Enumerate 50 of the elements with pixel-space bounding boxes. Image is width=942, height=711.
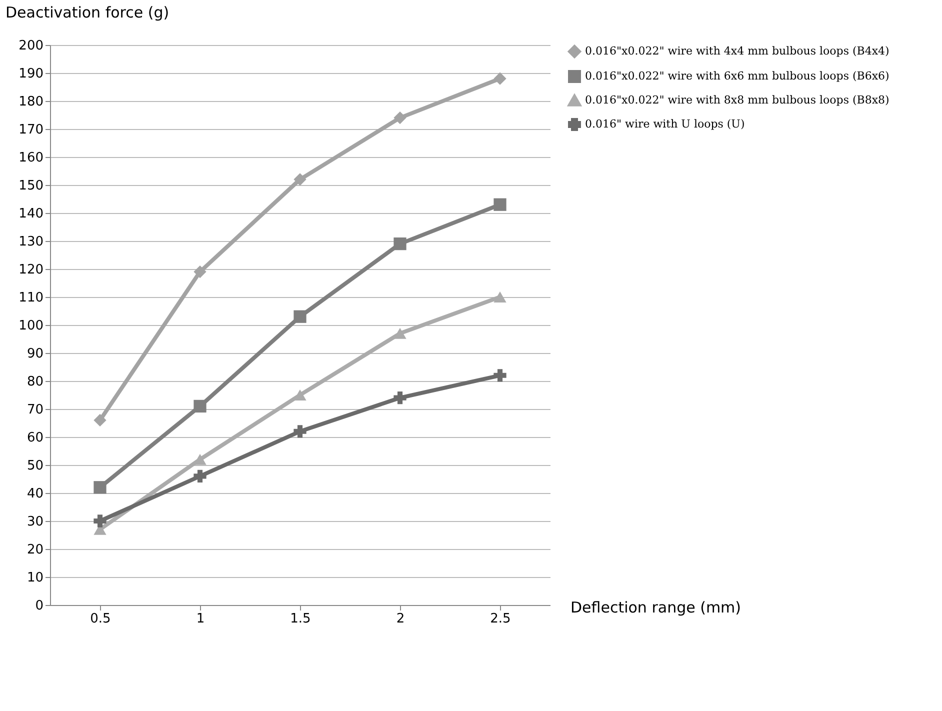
y-tick-label: 20: [26, 542, 44, 558]
y-tick-label: 170: [18, 122, 44, 138]
y-tick-label: 190: [18, 66, 44, 82]
point: [194, 265, 206, 278]
y-tick-label: 110: [18, 290, 44, 306]
point: [394, 237, 406, 250]
point: [94, 481, 106, 494]
y-tick-label: 0: [35, 598, 44, 614]
point: [494, 369, 506, 382]
point: [294, 390, 306, 400]
y-tick-label: 100: [18, 318, 44, 334]
y-tick-label: 180: [18, 94, 44, 110]
point: [494, 292, 506, 302]
point: [394, 111, 406, 124]
y-tick-label: 120: [18, 262, 44, 278]
point: [294, 173, 306, 186]
y-tick-label: 130: [18, 234, 44, 250]
y-tick-label: 50: [26, 458, 44, 474]
y-axis-title: Deactivation force (g): [6, 4, 170, 22]
y-tick-label: 10: [26, 570, 44, 586]
y-tick-label: 60: [26, 430, 44, 446]
point: [94, 414, 106, 427]
y-tick-label: 90: [26, 346, 44, 362]
point: [394, 391, 406, 404]
point: [94, 514, 106, 528]
point: [294, 310, 306, 323]
x-tick-label: 0.5: [90, 612, 111, 626]
point: [294, 425, 306, 438]
y-tick-label: 150: [18, 178, 44, 194]
y-tick-label: 140: [18, 206, 44, 222]
y-tick-label: 30: [26, 514, 44, 530]
legend-label: 0.016"x0.022" wire with 8x8 mm bulbous loops (B8x8): [585, 94, 890, 106]
point: [494, 72, 506, 85]
legend-label: 0.016" wire with U loops (U): [585, 118, 745, 130]
x-axis-title: Deflection range (mm): [570, 598, 742, 616]
point: [194, 400, 206, 413]
point: [494, 198, 506, 211]
y-tick-label: 40: [26, 486, 44, 502]
legend-label: 0.016"x0.022" wire with 6x6 mm bulbous loops (B6x6): [585, 70, 890, 82]
x-tick-label: 1: [196, 612, 205, 626]
y-tick-label: 160: [18, 150, 44, 166]
y-tick-label: 200: [18, 38, 44, 54]
legend-label: 0.016"x0.022" wire with 4x4 mm bulbous loops (B4x4): [585, 44, 890, 58]
x-tick-label: 2.5: [490, 612, 511, 626]
point: [394, 328, 406, 339]
point: [194, 470, 206, 483]
x-tick-label: 1.5: [290, 612, 311, 626]
x-tick-label: 2: [396, 612, 405, 626]
y-tick-label: 70: [26, 402, 44, 418]
y-tick-label: 80: [26, 374, 44, 390]
